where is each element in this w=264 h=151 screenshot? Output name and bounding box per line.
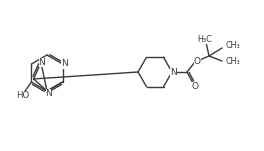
Text: O: O	[194, 56, 201, 66]
Text: CH₃: CH₃	[225, 42, 240, 50]
Text: H₃C: H₃C	[198, 34, 212, 43]
Text: O: O	[191, 82, 199, 91]
Text: CH₃: CH₃	[225, 58, 240, 66]
Text: N: N	[46, 89, 52, 98]
Text: HO: HO	[16, 90, 29, 100]
Text: N: N	[39, 58, 45, 66]
Text: N: N	[61, 59, 68, 69]
Text: N: N	[170, 68, 177, 77]
